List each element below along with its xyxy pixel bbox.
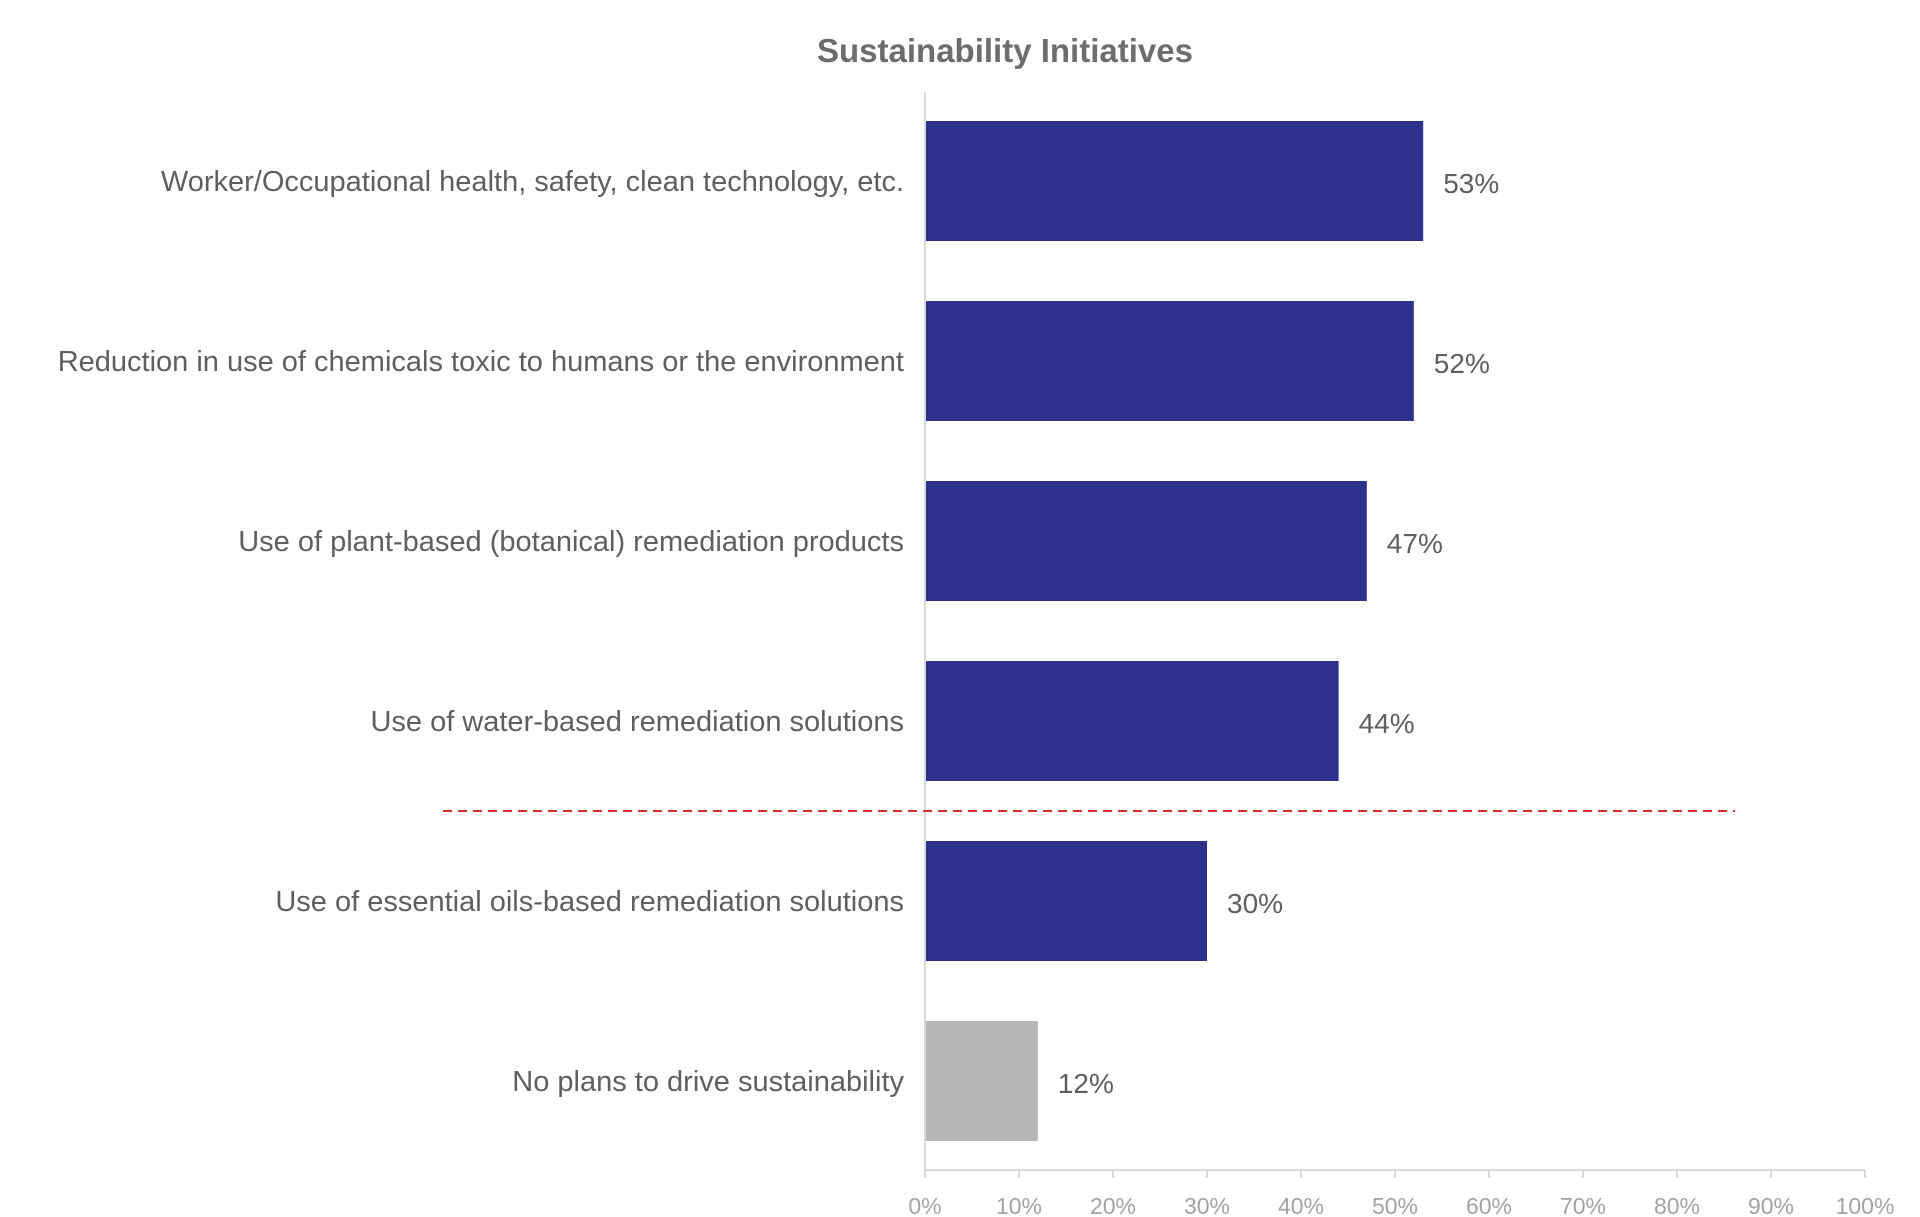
data-label: 47% (1387, 528, 1443, 559)
category-label: Reduction in use of chemicals toxic to h… (58, 346, 904, 378)
chart-title: Sustainability Initiatives (817, 32, 1193, 69)
x-tick-label: 90% (1748, 1193, 1794, 1217)
data-label: 12% (1058, 1068, 1114, 1099)
data-label: 30% (1227, 888, 1283, 919)
data-label: 53% (1443, 168, 1499, 199)
data-label: 44% (1359, 708, 1415, 739)
category-label: Use of plant-based (botanical) remediati… (238, 526, 904, 558)
bar (926, 661, 1339, 781)
category-label: Worker/Occupational health, safety, clea… (161, 166, 904, 198)
x-tick-label: 50% (1372, 1193, 1418, 1217)
bar (926, 841, 1207, 961)
label-layer: 0% 10% 20% 30% 40% 50% 60% 70% 80% 90% 100% Worker/… (58, 166, 1895, 1217)
x-tick-label: 80% (1654, 1193, 1700, 1217)
category-label: No plans to drive sustainability (512, 1066, 904, 1098)
x-tick-label: 100% (1836, 1193, 1895, 1217)
x-tick-label: 70% (1560, 1193, 1606, 1217)
x-tick-label: 60% (1466, 1193, 1512, 1217)
axis-layer (443, 92, 1866, 1178)
x-tick-label: 20% (1090, 1193, 1136, 1217)
bar (926, 1021, 1038, 1141)
bar (926, 121, 1424, 241)
category-label: Use of water-based remediation solutions (370, 706, 904, 738)
category-label: Use of essential oils-based remediation … (275, 886, 904, 918)
bar (926, 481, 1367, 601)
x-tick-label: 0% (908, 1193, 941, 1217)
bar (926, 301, 1414, 421)
x-tick-label: 40% (1278, 1193, 1324, 1217)
bar-layer (926, 121, 1424, 1141)
data-label: 52% (1434, 348, 1490, 379)
x-tick-label: 10% (996, 1193, 1042, 1217)
x-tick-label: 30% (1184, 1193, 1230, 1217)
